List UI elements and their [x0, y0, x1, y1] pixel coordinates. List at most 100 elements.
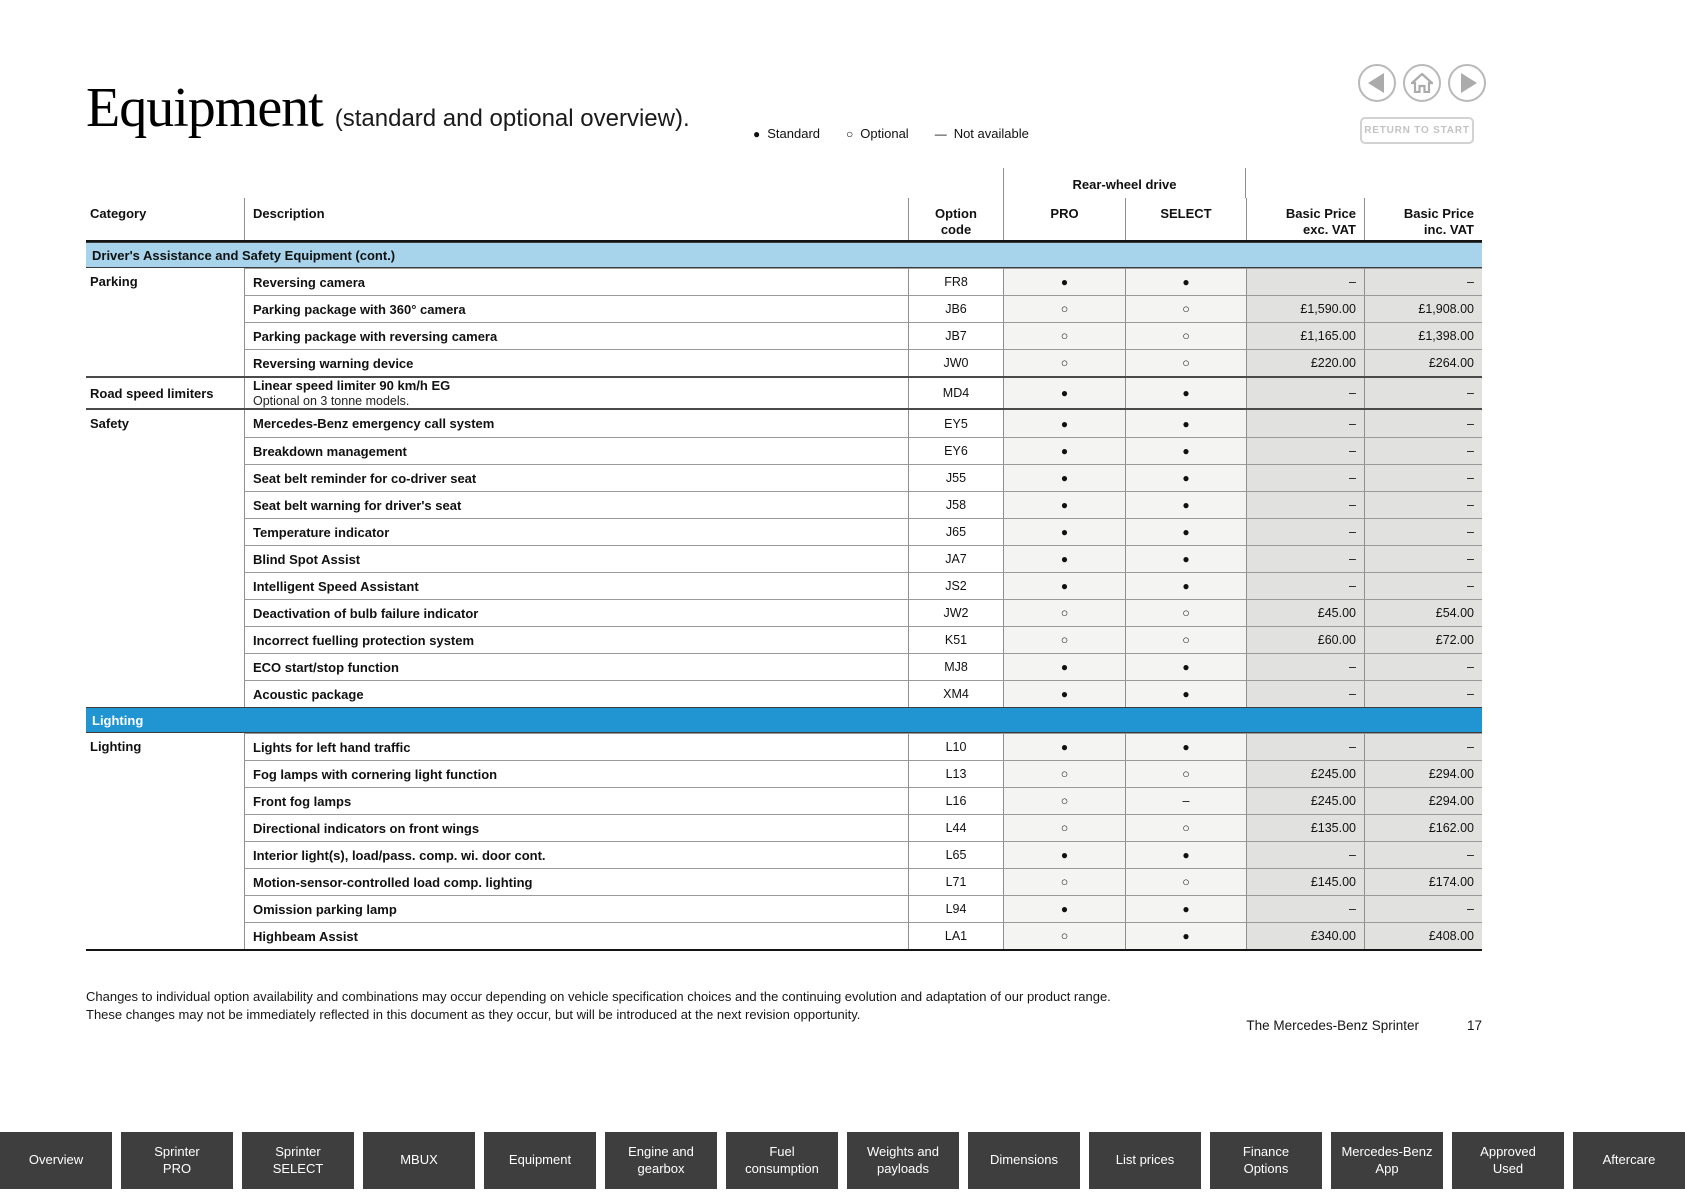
table-row: Fog lamps with cornering light function L… — [86, 760, 1482, 787]
tab-sprinter-select[interactable]: Sprinter SELECT — [242, 1132, 354, 1189]
description-cell: Parking package with reversing camera — [244, 322, 908, 349]
optional-circle-icon: ○ — [1182, 329, 1190, 343]
optional-circle-icon: ○ — [1060, 794, 1069, 808]
disclaimer: Changes to individual option availabilit… — [86, 988, 1111, 1023]
column-header-option-code: Option code — [908, 198, 1003, 240]
description-cell: Seat belt reminder for co-driver seat — [244, 464, 908, 491]
table-row: ECO start/stop function MJ8 ● ● – – — [86, 653, 1482, 680]
standard-dot-icon: ● — [1182, 386, 1190, 400]
standard-dot-icon: ● — [1060, 275, 1069, 289]
price-inc-vat-cell: – — [1364, 545, 1482, 572]
pro-availability-cell: ○ — [1003, 760, 1125, 787]
table-row: Directional indicators on front wings L44… — [86, 814, 1482, 841]
optional-circle-icon: ○ — [1182, 767, 1190, 781]
section-header-dark: Lighting — [86, 707, 1482, 733]
option-code-cell: JB7 — [908, 322, 1003, 349]
page-subtitle: (standard and optional overview). — [334, 105, 690, 132]
not-available-dash-icon: – — [1182, 794, 1190, 808]
category-cell — [86, 868, 244, 895]
price-inc-vat-cell: £174.00 — [1364, 868, 1482, 895]
price-inc-vat-cell: £72.00 — [1364, 626, 1482, 653]
tab-fuel-consumption[interactable]: Fuel consumption — [726, 1132, 838, 1189]
option-code-cell: L16 — [908, 787, 1003, 814]
standard-dot-icon: ● — [1182, 416, 1190, 431]
description-cell: Motion-sensor-controlled load comp. ligh… — [244, 868, 908, 895]
description-text: Seat belt reminder for co-driver seat — [253, 470, 477, 486]
page-title: Equipment — [86, 77, 324, 139]
tab-finance-options[interactable]: Finance Options — [1210, 1132, 1322, 1189]
standard-dot-icon: ● — [1060, 848, 1069, 862]
description-cell: Reversing camera — [244, 268, 908, 295]
option-code-cell: LA1 — [908, 922, 1003, 949]
optional-circle-icon: ○ — [846, 126, 854, 141]
optional-circle-icon: ○ — [1182, 606, 1190, 620]
description-text: Blind Spot Assist — [253, 551, 361, 567]
price-exc-vat-cell: £135.00 — [1246, 814, 1364, 841]
category-cell — [86, 491, 244, 518]
pro-availability-cell: ● — [1003, 733, 1125, 760]
description-text: Mercedes-Benz emergency call system — [253, 416, 495, 431]
legend-label: Not available — [953, 126, 1029, 141]
optional-circle-icon: ○ — [1182, 633, 1190, 647]
tab-mercedes-benz-app[interactable]: Mercedes-Benz App — [1331, 1132, 1443, 1189]
select-availability-cell: ● — [1125, 268, 1246, 295]
home-button[interactable] — [1403, 64, 1441, 102]
standard-dot-icon: ● — [1060, 902, 1069, 916]
category-cell — [86, 518, 244, 545]
category-cell — [86, 653, 244, 680]
tab-engine-and-gearbox[interactable]: Engine and gearbox — [605, 1132, 717, 1189]
description-text: Directional indicators on front wings — [253, 820, 480, 836]
tab-approved-used[interactable]: Approved Used — [1452, 1132, 1564, 1189]
option-code-cell: J65 — [908, 518, 1003, 545]
pro-availability-cell: ● — [1003, 437, 1125, 464]
description-text: Fog lamps with cornering light function — [253, 766, 498, 782]
price-inc-vat-cell: – — [1364, 733, 1482, 760]
price-inc-vat-cell: – — [1364, 895, 1482, 922]
description-cell: Mercedes-Benz emergency call system — [244, 410, 908, 437]
tab-sprinter-pro[interactable]: Sprinter PRO — [121, 1132, 233, 1189]
description-text: Omission parking lamp — [253, 901, 397, 917]
table-row: Seat belt warning for driver's seat J58 ● ●… — [86, 491, 1482, 518]
select-availability-cell: ○ — [1125, 626, 1246, 653]
pro-availability-cell: ○ — [1003, 787, 1125, 814]
tab-aftercare[interactable]: Aftercare — [1573, 1132, 1685, 1189]
legend-label: Optional — [860, 126, 909, 141]
description-cell: Omission parking lamp — [244, 895, 908, 922]
tab-weights-and-payloads[interactable]: Weights and payloads — [847, 1132, 959, 1189]
select-availability-cell: ● — [1125, 410, 1246, 437]
standard-dot-icon: ● — [1182, 660, 1190, 674]
return-to-start-button[interactable]: RETURN TO START — [1360, 117, 1474, 144]
standard-dot-icon: ● — [1060, 471, 1069, 485]
option-code-cell: L65 — [908, 841, 1003, 868]
tab-list-prices[interactable]: List prices — [1089, 1132, 1201, 1189]
description-cell: Temperature indicator — [244, 518, 908, 545]
option-code-cell: L94 — [908, 895, 1003, 922]
description-text: Linear speed limiter 90 km/h EG — [253, 378, 451, 393]
description-cell: Reversing warning device — [244, 349, 908, 376]
pro-availability-cell: ○ — [1003, 295, 1125, 322]
optional-circle-icon: ○ — [1182, 356, 1190, 370]
price-exc-vat-cell: – — [1246, 545, 1364, 572]
option-code-cell: J55 — [908, 464, 1003, 491]
price-inc-vat-cell: – — [1364, 410, 1482, 437]
price-exc-vat-cell: £220.00 — [1246, 349, 1364, 376]
tab-overview[interactable]: Overview — [0, 1132, 112, 1189]
tab-dimensions[interactable]: Dimensions — [968, 1132, 1080, 1189]
tab-equipment[interactable]: Equipment — [484, 1132, 596, 1189]
standard-dot-icon: ● — [1182, 525, 1190, 539]
price-exc-vat-cell: – — [1246, 895, 1364, 922]
price-inc-vat-cell: – — [1364, 464, 1482, 491]
standard-dot-icon: ● — [1182, 444, 1190, 458]
table-row: Front fog lamps L16 ○ – £245.00 £294.00 — [86, 787, 1482, 814]
column-header-description: Description — [244, 198, 908, 240]
option-code-cell: JW2 — [908, 599, 1003, 626]
previous-page-button[interactable] — [1358, 64, 1396, 102]
next-page-button[interactable] — [1448, 64, 1486, 102]
page-number: 17 — [1466, 1018, 1482, 1033]
price-exc-vat-cell: £1,590.00 — [1246, 295, 1364, 322]
standard-dot-icon: ● — [1060, 416, 1069, 431]
table-row: Temperature indicator J65 ● ● – – — [86, 518, 1482, 545]
standard-dot-icon: ● — [1060, 386, 1069, 400]
tab-mbux[interactable]: MBUX — [363, 1132, 475, 1189]
legend-item-na: — Not available — [935, 126, 1029, 141]
